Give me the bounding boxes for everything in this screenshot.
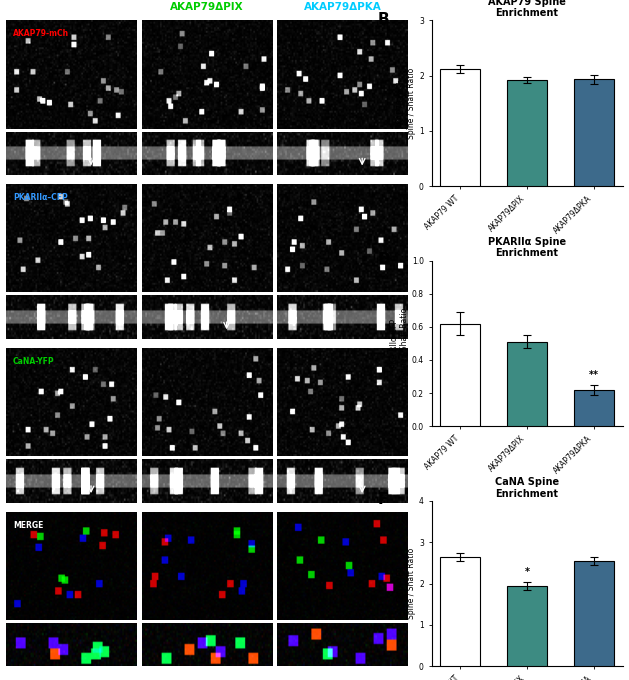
Title: PKARIIα Spine
Enrichment: PKARIIα Spine Enrichment [488,237,566,258]
Title: CaNA Spine
Enrichment: CaNA Spine Enrichment [495,477,559,498]
Bar [440,324,481,426]
Bar [507,80,547,186]
Text: B: B [378,12,389,27]
Text: MERGE: MERGE [13,520,43,530]
Text: AKAP79 WT: AKAP79 WT [37,2,106,12]
Y-axis label: AKAP79-mCh
Spine / Shaft Ratio: AKAP79-mCh Spine / Shaft Ratio [397,67,416,139]
Text: PKARIIα–CFP: PKARIIα–CFP [13,193,67,202]
Text: CaNA-YFP: CaNA-YFP [13,357,55,366]
Bar [574,80,614,186]
Text: D: D [378,252,391,267]
Bar [440,557,481,666]
Bar [574,561,614,666]
Y-axis label: CaNA-YFP
Spine / Shaft Ratio: CaNA-YFP Spine / Shaft Ratio [397,548,416,619]
Bar [574,390,614,426]
Bar [507,585,547,666]
Bar [507,342,547,426]
Text: F: F [378,492,388,507]
Y-axis label: PKA RIIα-CFP
Spine / Shaft Ratio: PKA RIIα-CFP Spine / Shaft Ratio [389,308,409,379]
Bar [440,69,481,186]
Text: AKAP79-mCh: AKAP79-mCh [13,29,69,38]
Text: AKAP79ΔPKA: AKAP79ΔPKA [304,2,382,12]
Title: AKAP79 Spine
Enrichment: AKAP79 Spine Enrichment [488,0,566,18]
Text: *: * [525,566,530,577]
Text: AKAP79ΔPIX: AKAP79ΔPIX [170,2,244,12]
Text: **: ** [589,370,599,380]
